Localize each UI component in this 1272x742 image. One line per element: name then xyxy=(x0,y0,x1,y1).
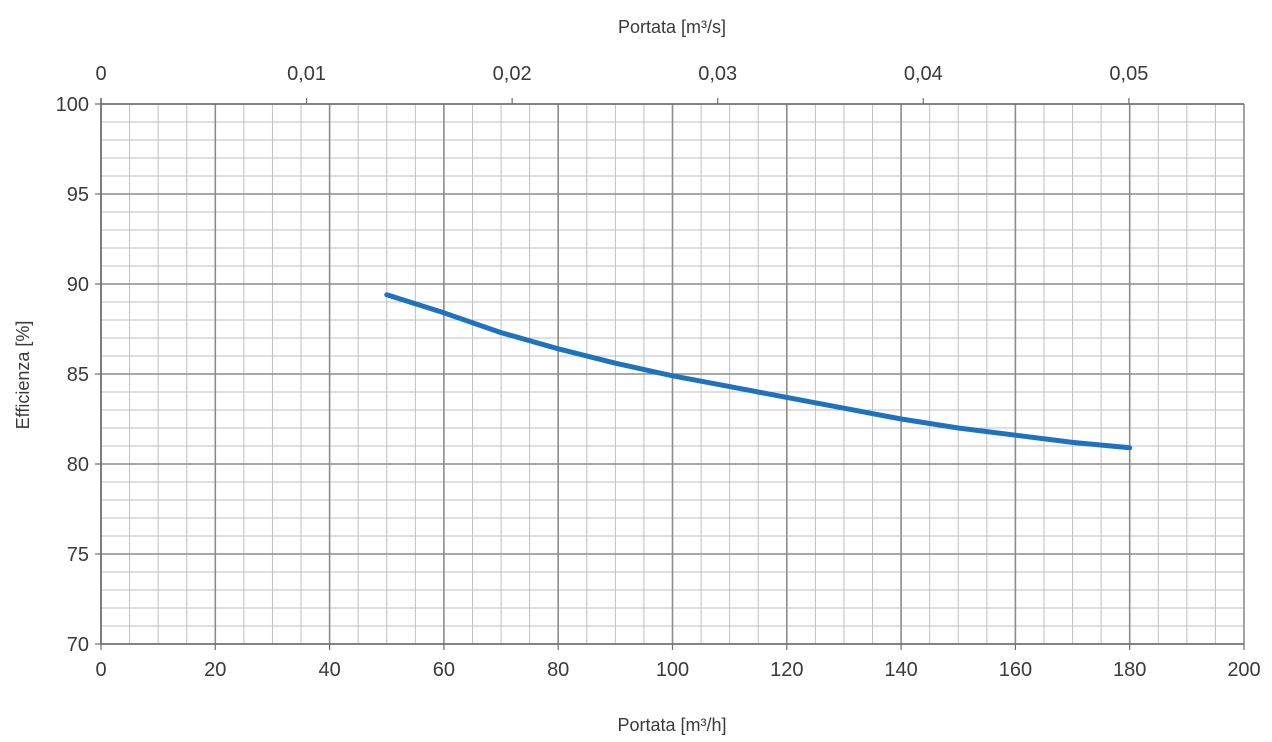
y-tick-label: 95 xyxy=(67,184,89,206)
x2-tick-label: 0,05 xyxy=(1109,63,1148,85)
x-tick-label: 200 xyxy=(1227,659,1260,681)
efficiency-series-line xyxy=(384,292,1133,451)
x-tick-label: 140 xyxy=(884,659,917,681)
x-tick-label: 80 xyxy=(547,659,569,681)
y-tick-label: 85 xyxy=(67,364,89,386)
x-tick-label: 40 xyxy=(318,659,340,681)
x2-axis-label: Portata [m³/s] xyxy=(618,17,726,37)
x2-tick-label: 0,04 xyxy=(904,63,943,85)
series-layer xyxy=(384,292,1133,451)
x2-tick-label: 0 xyxy=(95,63,106,85)
x-tick-label: 0 xyxy=(95,659,106,681)
x-tick-label: 160 xyxy=(999,659,1032,681)
y-tick-label: 70 xyxy=(67,634,89,656)
x-tick-label: 180 xyxy=(1113,659,1146,681)
x-tick-label: 20 xyxy=(204,659,226,681)
tick-labels: 0 20 40 60 80 100 120 140 160 180 200 70 75 80 85 90 95 1… xyxy=(56,63,1261,681)
x2-tick-label: 0,02 xyxy=(493,63,532,85)
x-tick-label: 120 xyxy=(770,659,803,681)
x2-tick-label: 0,03 xyxy=(698,63,737,85)
y-tick-label: 80 xyxy=(67,454,89,476)
x-tick-label: 100 xyxy=(656,659,689,681)
y-tick-label: 100 xyxy=(56,94,89,116)
y-tick-label: 90 xyxy=(67,274,89,296)
x-tick-label: 60 xyxy=(433,659,455,681)
y-tick-label: 75 xyxy=(67,544,89,566)
x2-tick-label: 0,01 xyxy=(287,63,326,85)
x-axis-label: Portata [m³/h] xyxy=(617,715,726,735)
axes xyxy=(95,98,1245,650)
y-axis-label: Efficienza [%] xyxy=(13,321,33,430)
